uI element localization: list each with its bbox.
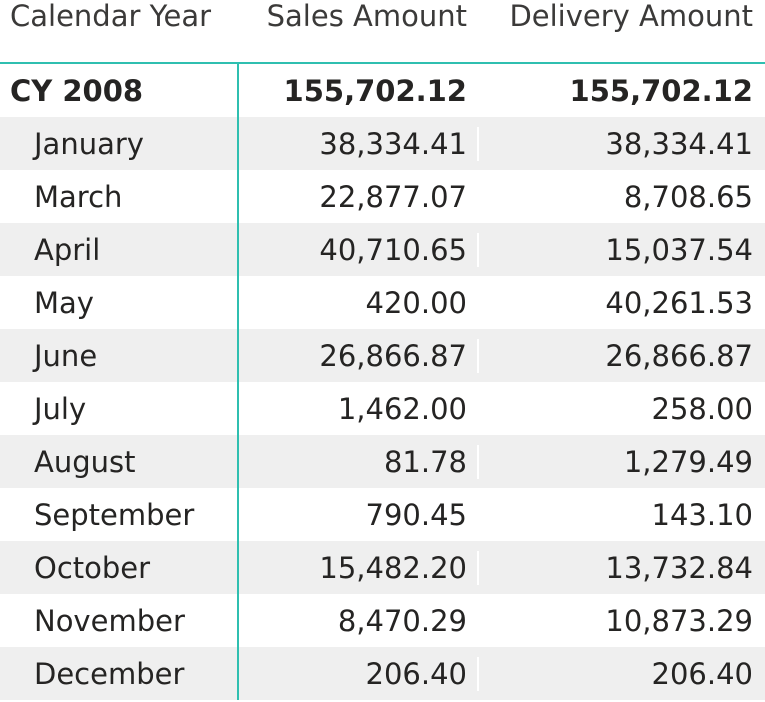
sales-cell: 38,334.41 [237,126,477,161]
sales-cell: 790.45 [365,497,467,532]
delivery-cell: 13,732.84 [477,550,765,585]
delivery-cell: 1,279.49 [477,444,765,479]
table-row[interactable]: September 790.45 143.10 [0,488,765,541]
table-row[interactable]: March 22,877.07 8,708.65 [0,170,765,223]
header-delivery-amount[interactable]: Delivery Amount [509,0,753,33]
delivery-cell: 143.10 [651,497,753,532]
month-cell: September [34,497,195,532]
month-cell: March [34,179,123,214]
delivery-cell: 8,708.65 [623,179,753,214]
table-row[interactable]: December 206.40 206.40 [0,647,765,700]
month-cell: October [34,550,151,585]
table-row[interactable]: May 420.00 40,261.53 [0,276,765,329]
header-calendar-year[interactable]: Calendar Year [10,0,212,33]
month-cell: April [34,232,101,267]
table-row[interactable]: April 40,710.65 15,037.54 [0,223,765,276]
table-row[interactable]: June 26,866.87 26,866.87 [0,329,765,382]
column-header-row: Calendar Year Sales Amount Delivery Amou… [0,0,765,64]
table-row[interactable]: November 8,470.29 10,873.29 [0,594,765,647]
table-row[interactable]: July 1,462.00 258.00 [0,382,765,435]
row-header-divider [237,62,239,700]
month-cell: November [34,603,185,638]
table-row[interactable]: January 38,334.41 38,334.41 [0,117,765,170]
sales-cell: 81.78 [237,444,477,479]
total-label: CY 2008 [10,73,144,108]
month-cell: December [34,656,185,691]
sales-cell: 22,877.07 [319,179,467,214]
total-sales: 155,702.12 [283,73,467,108]
sales-cell: 26,866.87 [237,338,477,373]
sales-cell: 1,462.00 [337,391,467,426]
delivery-cell: 206.40 [477,656,765,691]
header-sales-amount[interactable]: Sales Amount [266,0,467,33]
delivery-cell: 38,334.41 [477,126,765,161]
month-cell: May [34,285,94,320]
sales-cell: 15,482.20 [237,550,477,585]
table-row[interactable]: August 81.78 1,279.49 [0,435,765,488]
delivery-cell: 40,261.53 [605,285,753,320]
table-row[interactable]: October 15,482.20 13,732.84 [0,541,765,594]
delivery-cell: 26,866.87 [477,338,765,373]
month-cell: January [34,126,144,161]
delivery-cell: 10,873.29 [605,603,753,638]
sales-cell: 40,710.65 [237,232,477,267]
month-cell: July [34,391,87,426]
delivery-cell: 258.00 [651,391,753,426]
delivery-cell: 15,037.54 [477,232,765,267]
month-cell: August [34,444,136,479]
sales-cell: 420.00 [365,285,467,320]
sales-cell: 206.40 [237,656,477,691]
total-delivery: 155,702.12 [569,73,753,108]
total-row[interactable]: CY 2008 155,702.12 155,702.12 [0,64,765,117]
sales-cell: 8,470.29 [337,603,467,638]
month-cell: June [34,338,98,373]
